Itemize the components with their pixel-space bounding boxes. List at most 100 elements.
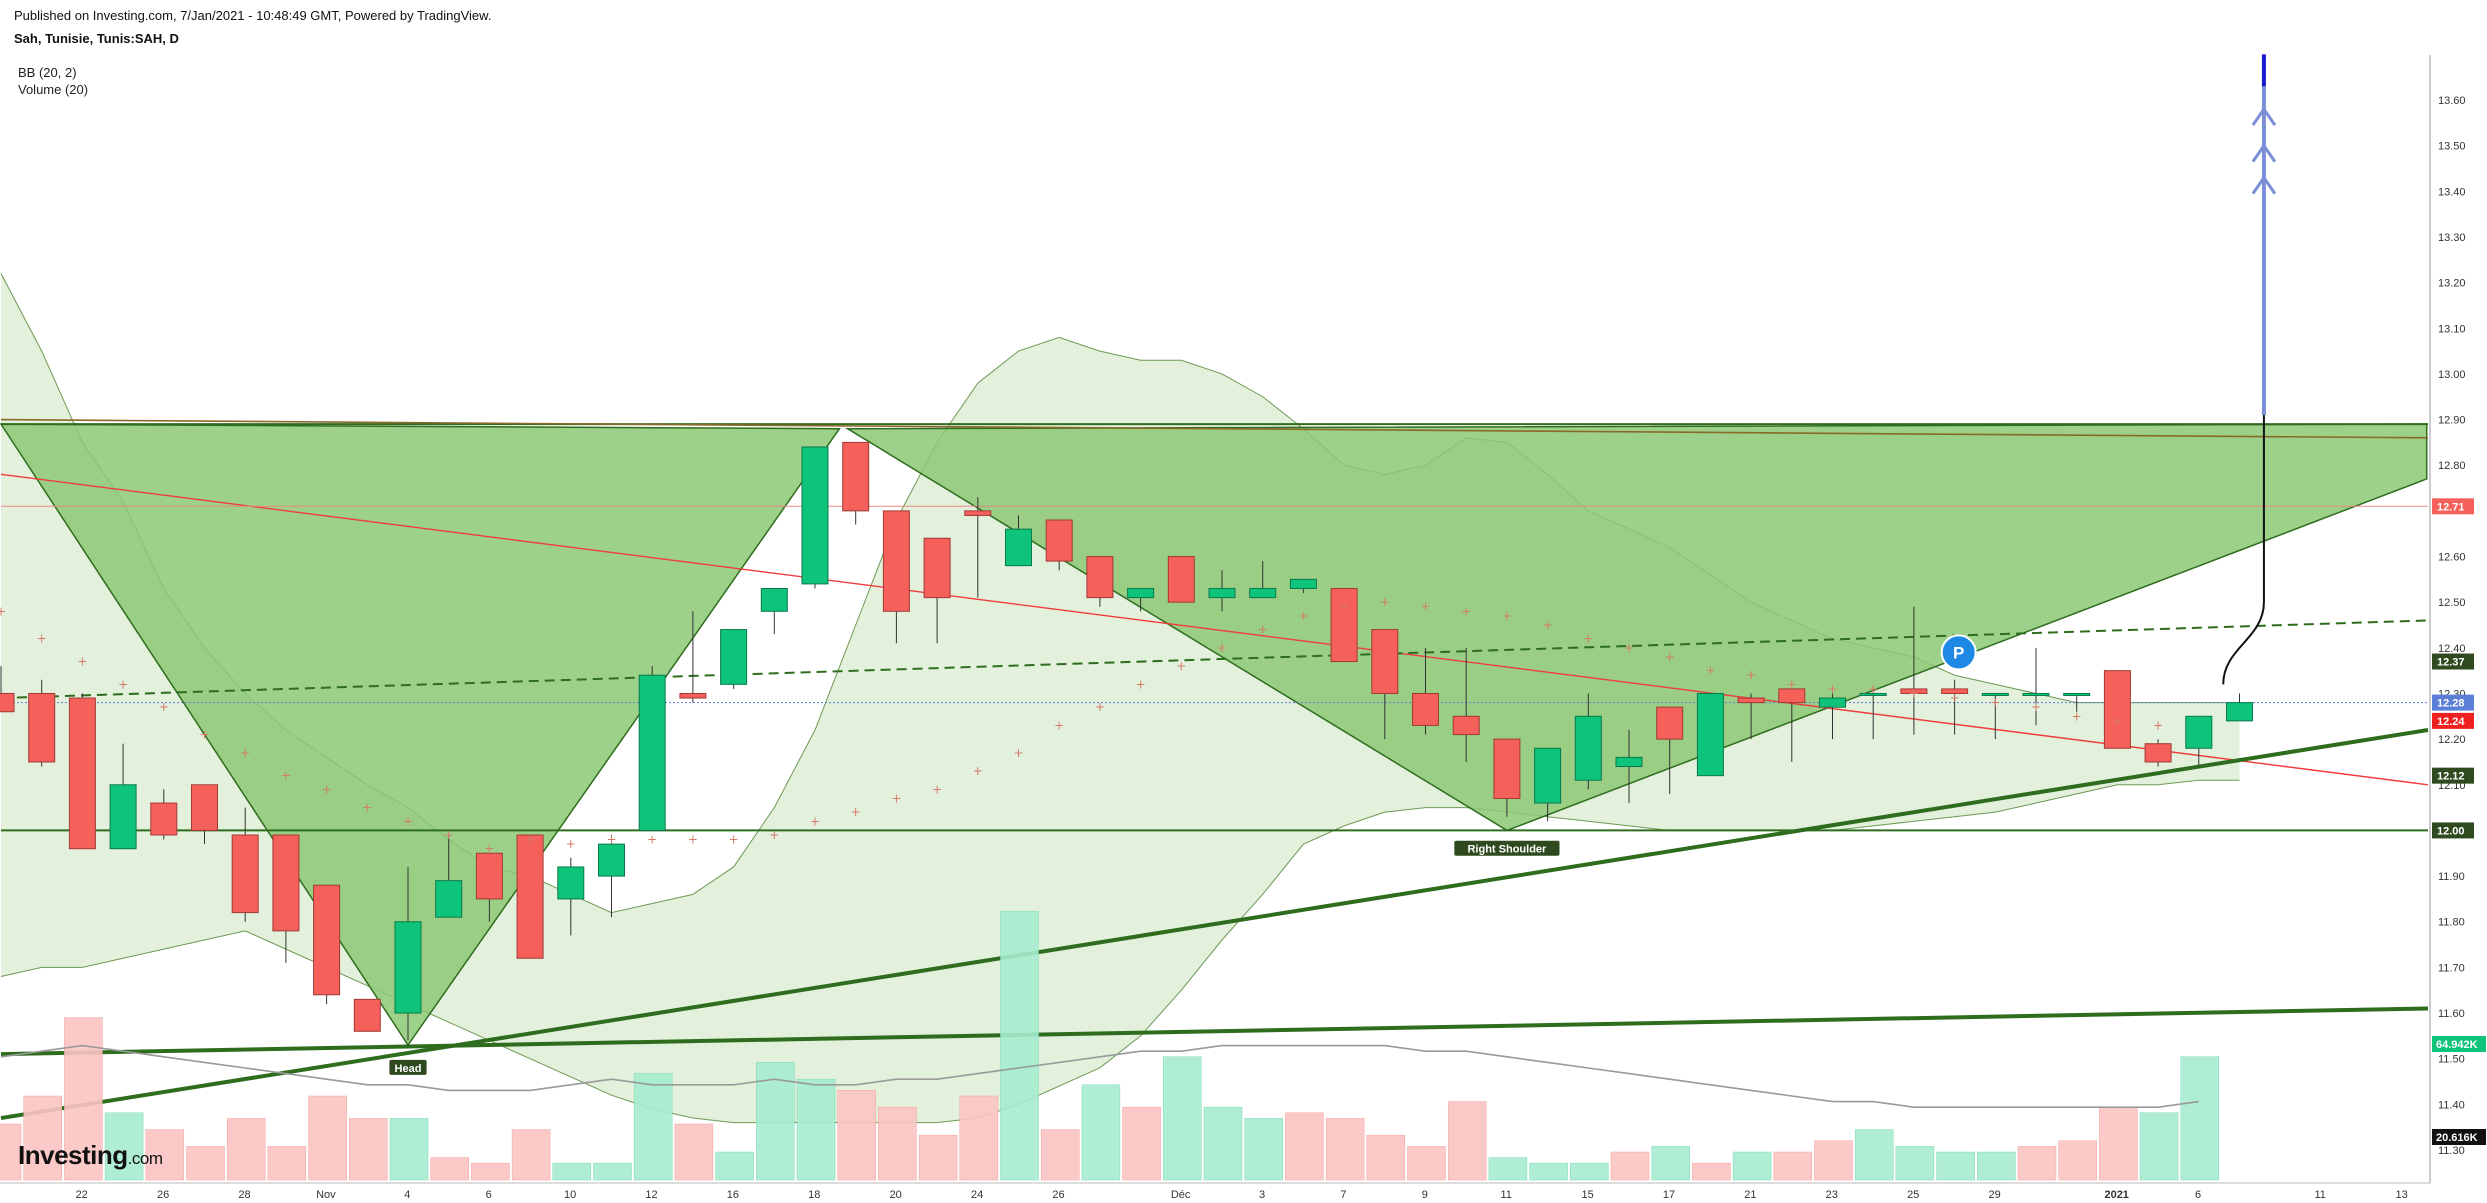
price-tick-label: 13.10 (2438, 323, 2466, 335)
price-tick-label: 11.90 (2438, 871, 2465, 883)
sar-dot: + (1787, 677, 1797, 691)
volume-bar (1651, 1146, 1690, 1181)
candle-body (1981, 692, 2009, 696)
sar-dot: + (484, 842, 494, 856)
sar-dot: + (1054, 718, 1064, 732)
sar-dot: + (1420, 600, 1430, 614)
price-tick-label: 12.20 (2438, 734, 2466, 746)
sar-dot: + (566, 837, 576, 851)
candle-body (150, 802, 178, 836)
time-tick-label: 20 (890, 1189, 902, 1201)
price-label-box (2432, 712, 2474, 729)
volume-bar (1895, 1146, 1935, 1181)
volume-bar (1773, 1151, 1813, 1181)
logo-suffix: .com (127, 1149, 163, 1168)
candle-body (1167, 556, 1195, 603)
indicator-bollinger-label[interactable]: BB (20, 2) (18, 65, 77, 80)
price-label-text: 12.12 (2437, 771, 2465, 783)
indicator-volume-label[interactable]: Volume (20) (18, 82, 89, 97)
price-tick-label: 12.80 (2438, 460, 2466, 472)
candle-body (353, 998, 381, 1032)
time-tick-label: 23 (1826, 1189, 1838, 1201)
neckline (1, 423, 2428, 426)
candle-body (842, 441, 870, 512)
volume-bar (2139, 1112, 2179, 1181)
volume-bar (1081, 1084, 1121, 1181)
volume-bar (1854, 1129, 1894, 1181)
volume-label-text: 20.616K (2436, 1132, 2478, 1144)
sar-dot: + (606, 833, 616, 847)
price-label-box (2432, 822, 2474, 839)
volume-bar (1285, 1112, 1324, 1181)
candle-body (1371, 629, 1399, 694)
sar-dot: + (37, 632, 47, 646)
candle-body (0, 692, 15, 713)
candle-body (1452, 715, 1480, 736)
volume-bar (837, 1090, 876, 1181)
time-tick-label: 13 (2395, 1189, 2407, 1201)
sar-dot: + (2112, 714, 2122, 728)
volume-bar (471, 1162, 510, 1181)
time-tick-label: 22 (76, 1189, 88, 1201)
time-tick-label: 24 (971, 1189, 983, 1201)
sar-dot: + (810, 814, 820, 828)
symbol-title: Sah, Tunisie, Tunis:SAH, D (14, 31, 179, 46)
arrow-chevron (2251, 106, 2277, 126)
volume-bar (1936, 1151, 1975, 1181)
candle-body (2022, 692, 2050, 696)
candle-body (272, 834, 300, 932)
price-tick-label: 13.00 (2438, 369, 2466, 381)
candle-body (1330, 587, 1358, 663)
sar-dot: + (1095, 700, 1105, 714)
candle-body (1819, 697, 1846, 708)
sar-dot: + (1705, 664, 1715, 678)
price-tick-label: 11.70 (2438, 962, 2465, 974)
sar-dot: + (2031, 700, 2041, 714)
annotation-label: Head (395, 1063, 422, 1075)
price-label-text: 12.37 (2437, 657, 2465, 669)
volume-bar (186, 1146, 225, 1181)
price-tick-label: 13.40 (2438, 186, 2466, 198)
candle-body (2144, 743, 2172, 763)
sar-dot: + (932, 782, 942, 796)
volume-bar (756, 1062, 795, 1181)
price-tick-label: 13.50 (2438, 141, 2466, 153)
time-tick-label: 16 (727, 1189, 739, 1201)
sar-dot: + (199, 728, 209, 742)
sar-dot: + (1380, 595, 1390, 609)
sar-dot: + (2072, 709, 2082, 723)
sar-dot: + (1339, 600, 1349, 614)
annotation-box (1454, 840, 1560, 856)
time-tick-label: 17 (1663, 1189, 1675, 1201)
arrow-connector (2222, 415, 2265, 685)
candle-body (1859, 692, 1887, 696)
sar-dot: + (1827, 682, 1837, 696)
candle-body (1493, 738, 1521, 799)
candle-body (191, 784, 218, 831)
candlesticks (0, 441, 2253, 1041)
price-tick-label: 13.60 (2438, 95, 2466, 107)
sar-dot: + (1665, 650, 1675, 664)
time-tick-label: 3 (1259, 1189, 1265, 1201)
sar-dot: + (77, 655, 87, 669)
sar-dot: + (362, 801, 372, 815)
price-label-box (2432, 767, 2474, 784)
price-label-text: 12.24 (2437, 716, 2465, 728)
sar-dot: + (851, 805, 861, 819)
sar-dot: + (1746, 668, 1756, 682)
price-tick-label: 12.60 (2438, 552, 2466, 564)
volume-label-box (2432, 1129, 2486, 1145)
sar-dot: + (891, 791, 901, 805)
trend-lines (0, 418, 2429, 1121)
candle-body (638, 674, 666, 831)
time-tick-label: 18 (808, 1189, 820, 1201)
time-tick-label: 21 (1744, 1189, 1756, 1201)
volume-bar (430, 1157, 469, 1181)
candle-body (1737, 697, 1765, 704)
sar-dot: + (1461, 604, 1471, 618)
time-tick-label: 10 (564, 1189, 576, 1201)
volume-bar (1040, 1129, 1080, 1181)
sar-dot: + (1258, 623, 1268, 637)
sar-dot: + (1013, 746, 1023, 760)
